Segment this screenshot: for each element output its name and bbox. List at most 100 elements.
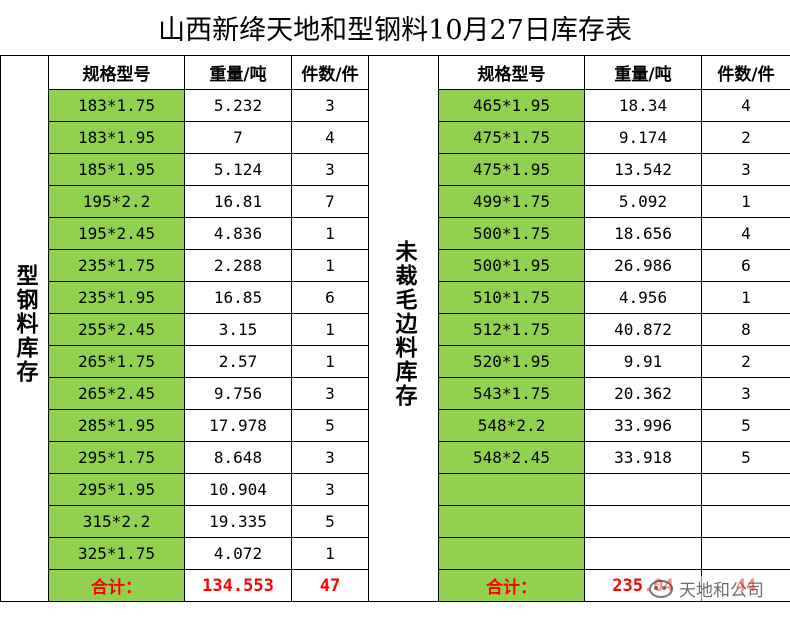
left-section-label: 型钢料库存 (12, 263, 38, 384)
table-row: 520*1.95 9.91 2 (369, 345, 790, 378)
spec-cell: 285*1.95 (48, 409, 185, 442)
weight-cell: 16.81 (184, 185, 292, 218)
count-cell: 1 (291, 249, 369, 282)
weight-cell: 7 (184, 121, 292, 154)
table-row: 315*2.2 19.335 5 (1, 505, 369, 538)
spec-cell: 510*1.75 (438, 281, 585, 314)
count-cell: 3 (291, 89, 369, 122)
table-row: 512*1.75 40.872 8 (369, 313, 790, 346)
weight-cell: 9.174 (584, 121, 702, 154)
weight-cell (584, 505, 702, 538)
table-row (369, 505, 790, 538)
right-section-label: 未裁毛边料库存 (391, 239, 417, 408)
header-count: 件数/件 (701, 55, 790, 90)
table-row: 195*2.2 16.81 7 (1, 185, 369, 218)
right-stock-table: 未裁毛边料库存 规格型号 重量/吨 件数/件 465*1.95 18.34 4 475… (368, 55, 790, 602)
count-cell: 3 (701, 153, 790, 186)
count-cell (701, 537, 790, 570)
count-cell: 3 (291, 441, 369, 474)
header-count: 件数/件 (291, 55, 369, 90)
count-cell: 1 (291, 313, 369, 346)
weight-cell: 2.57 (184, 345, 292, 378)
spec-cell: 315*2.2 (48, 505, 185, 538)
weight-cell: 16.85 (184, 281, 292, 314)
count-cell: 5 (701, 441, 790, 474)
weight-cell: 10.904 (184, 473, 292, 506)
count-cell: 3 (291, 377, 369, 410)
spec-cell: 548*2.2 (438, 409, 585, 442)
count-cell: 5 (291, 409, 369, 442)
header-row: 型钢料库存 规格型号 重量/吨 件数/件 (0, 55, 369, 602)
section-label: 未裁毛边料库存 (368, 55, 439, 602)
table-row: 548*2.2 33.996 5 (369, 409, 790, 442)
weight-cell: 4.956 (584, 281, 702, 314)
table-row: 543*1.75 20.362 3 (369, 377, 790, 410)
table-row: 295*1.75 8.648 3 (1, 441, 369, 474)
count-cell: 7 (291, 185, 369, 218)
header-spec: 规格型号 (48, 55, 185, 90)
table-row: 183*1.95 7 4 (1, 121, 369, 154)
spec-cell: 465*1.95 (438, 89, 585, 122)
spec-cell: 475*1.75 (438, 121, 585, 154)
table-row: 183*1.75 5.232 3 (1, 89, 369, 122)
spec-cell: 265*1.75 (48, 345, 185, 378)
spec-cell: 183*1.75 (48, 89, 185, 122)
table-row: 265*1.75 2.57 1 (1, 345, 369, 378)
table-row: 510*1.75 4.956 1 (369, 281, 790, 314)
watermark-text: 天地和公司 (679, 581, 764, 601)
spec-cell: 295*1.95 (48, 473, 185, 506)
section-label: 型钢料库存 (0, 55, 49, 602)
spec-cell: 235*1.95 (48, 281, 185, 314)
count-cell: 2 (701, 121, 790, 154)
weight-cell: 18.34 (584, 89, 702, 122)
header-spec: 规格型号 (438, 55, 585, 90)
weight-cell: 18.656 (584, 217, 702, 250)
weight-cell: 8.648 (184, 441, 292, 474)
weight-cell: 9.91 (584, 345, 702, 378)
header-weight: 重量/吨 (584, 55, 702, 90)
left-stock-table: 型钢料库存 规格型号 重量/吨 件数/件 183*1.75 5.232 3 183*1… (0, 55, 369, 602)
wechat-icon (649, 579, 673, 598)
table-row: 325*1.75 4.072 1 (1, 537, 369, 570)
total-row: 合计： 134.553 47 (1, 569, 369, 602)
header-row: 未裁毛边料库存 规格型号 重量/吨 件数/件 (368, 55, 790, 602)
spec-cell: 195*2.2 (48, 185, 185, 218)
total-count: 47 (291, 569, 369, 602)
spec-cell: 512*1.75 (438, 313, 585, 346)
count-cell: 3 (291, 153, 369, 186)
table-row: 265*2.45 9.756 3 (1, 377, 369, 410)
count-cell: 3 (701, 377, 790, 410)
count-cell: 1 (291, 345, 369, 378)
weight-cell: 5.124 (184, 153, 292, 186)
count-cell: 8 (701, 313, 790, 346)
weight-cell: 20.362 (584, 377, 702, 410)
table-row: 185*1.95 5.124 3 (1, 153, 369, 186)
count-cell: 4 (701, 89, 790, 122)
weight-cell: 19.335 (184, 505, 292, 538)
weight-cell: 4.072 (184, 537, 292, 570)
weight-cell: 2.288 (184, 249, 292, 282)
weight-cell: 5.092 (584, 185, 702, 218)
count-cell: 1 (701, 185, 790, 218)
spec-cell: 543*1.75 (438, 377, 585, 410)
spec-cell: 235*1.75 (48, 249, 185, 282)
weight-cell: 17.978 (184, 409, 292, 442)
table-row: 475*1.95 13.542 3 (369, 153, 790, 186)
spec-cell: 475*1.95 (438, 153, 585, 186)
weight-cell: 40.872 (584, 313, 702, 346)
table-row: 500*1.75 18.656 4 (369, 217, 790, 250)
spec-cell: 325*1.75 (48, 537, 185, 570)
page-title: 山西新绛天地和型钢料10月27日库存表 (158, 15, 632, 46)
weight-cell: 4.836 (184, 217, 292, 250)
count-cell: 6 (291, 281, 369, 314)
table-row: 255*2.45 3.15 1 (1, 313, 369, 346)
count-cell: 1 (291, 537, 369, 570)
count-cell (701, 505, 790, 538)
count-cell: 6 (701, 249, 790, 282)
table-row: 475*1.75 9.174 2 (369, 121, 790, 154)
header-weight: 重量/吨 (184, 55, 292, 90)
spec-cell (438, 473, 585, 506)
table-row: 500*1.95 26.986 6 (369, 249, 790, 282)
spec-cell: 520*1.95 (438, 345, 585, 378)
count-cell: 2 (701, 345, 790, 378)
